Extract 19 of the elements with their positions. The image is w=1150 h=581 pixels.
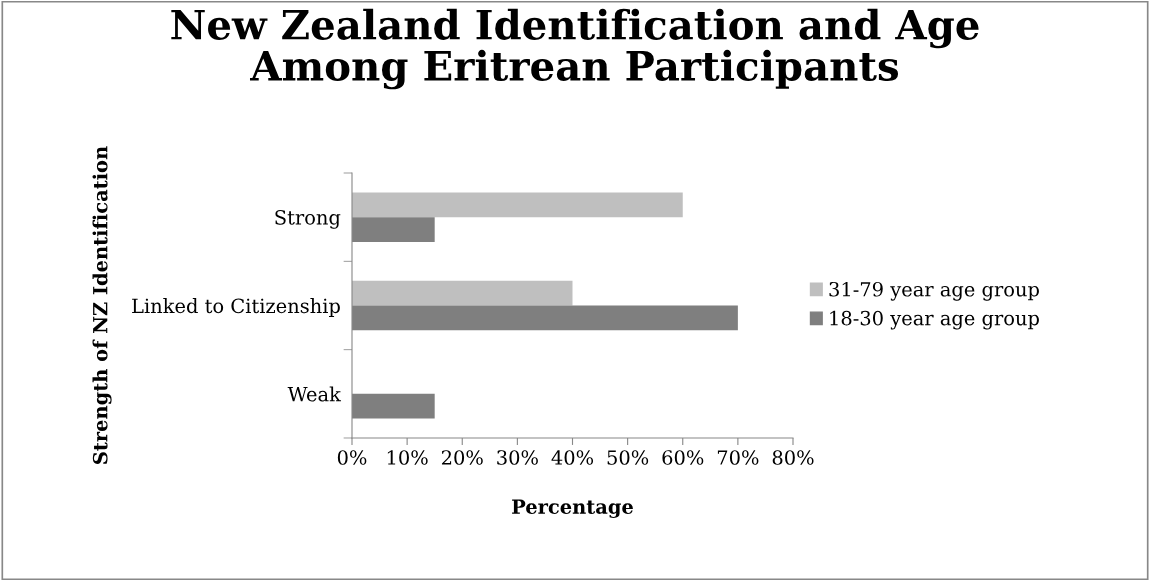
x-tick-label: 40% xyxy=(551,450,594,465)
chart-title: New Zealand Identification and Age Among Eritrean Participants xyxy=(171,8,979,90)
x-tick-label: 80% xyxy=(772,450,814,465)
bar xyxy=(352,280,573,306)
y-tick-label: Linked to Citizenship xyxy=(132,298,340,317)
legend-label: 18-30 year age group xyxy=(830,310,1039,330)
x-tick-label: 0% xyxy=(337,450,367,465)
x-tick-label: 60% xyxy=(662,450,704,465)
y-tick-label: Weak xyxy=(287,386,342,402)
x-tick-label: 70% xyxy=(717,450,759,465)
x-tick-label: 10% xyxy=(387,450,428,465)
y-axis-title: Strength of NZ Identification xyxy=(92,146,112,464)
x-tick-label: 20% xyxy=(441,450,483,465)
x-tick-label: 50% xyxy=(607,450,649,465)
legend-label: 31-79 year age group xyxy=(829,281,1039,301)
y-tick-label: Strong xyxy=(275,209,341,229)
bar xyxy=(352,192,683,218)
x-axis-title: Percentage xyxy=(512,499,633,518)
x-tick-label: 30% xyxy=(497,450,538,465)
